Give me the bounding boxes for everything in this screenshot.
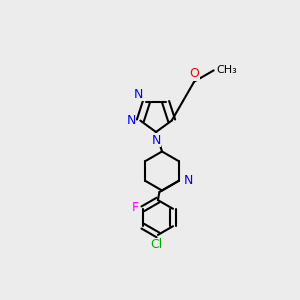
Text: F: F	[132, 201, 139, 214]
Text: N: N	[126, 114, 136, 127]
Text: N: N	[151, 134, 161, 146]
Text: Cl: Cl	[150, 238, 163, 251]
Text: N: N	[134, 88, 143, 101]
Text: N: N	[183, 174, 193, 187]
Text: O: O	[189, 67, 199, 80]
Text: CH₃: CH₃	[217, 65, 237, 75]
